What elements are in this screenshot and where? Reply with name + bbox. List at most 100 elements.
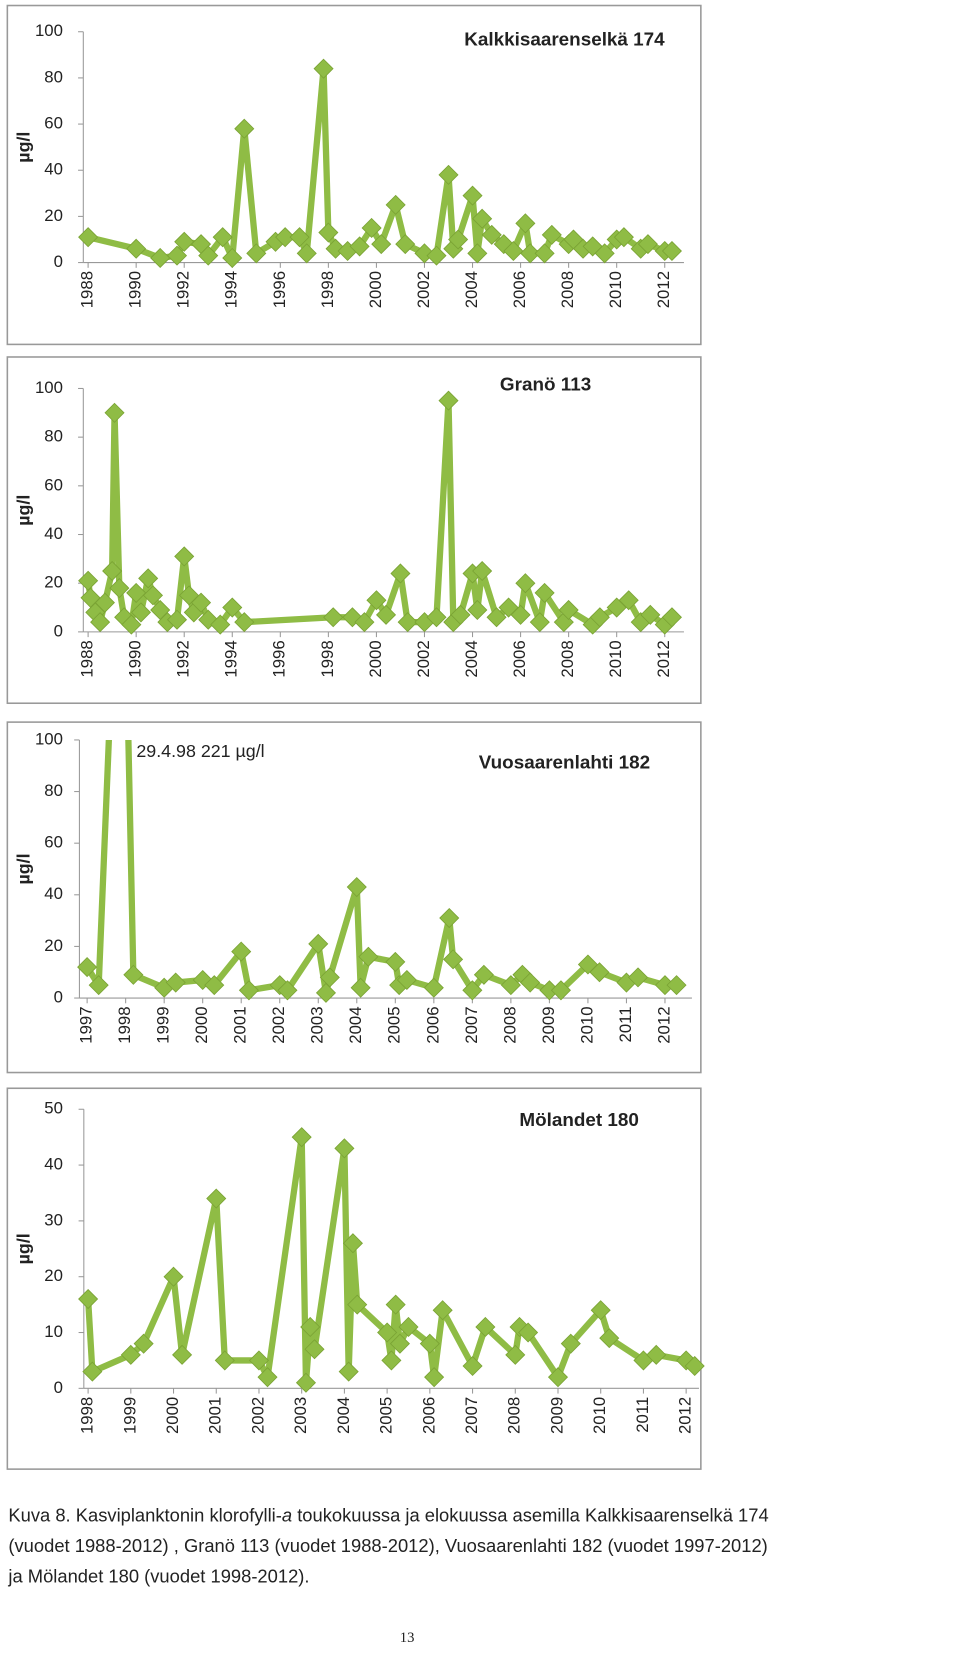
data-point xyxy=(443,949,464,970)
y-tick-label: 40 xyxy=(44,884,63,903)
data-point xyxy=(438,164,459,185)
data-point xyxy=(174,231,195,252)
data-point xyxy=(661,240,682,262)
x-tick-label: 2005 xyxy=(385,1006,404,1043)
x-tick-label: 1998 xyxy=(318,640,337,677)
x-tick-label: 1996 xyxy=(270,640,289,677)
data-point xyxy=(381,1350,402,1371)
data-point xyxy=(385,1294,406,1315)
x-tick-label: 1994 xyxy=(222,271,241,308)
data-point xyxy=(234,612,255,633)
data-point xyxy=(166,609,188,630)
plot xyxy=(78,1127,705,1393)
y-axis-label: µg/l xyxy=(13,1233,33,1264)
data-point xyxy=(684,1355,705,1377)
chart: 0 20 40 60 80 100 1997 1998 1999 2000 2001 2002 2003… xyxy=(6,721,702,1074)
y-tick-label: 0 xyxy=(54,987,63,1006)
data-point xyxy=(102,560,123,582)
y-tick-label: 40 xyxy=(44,524,63,543)
caption-line: ja Mölandet 180 (vuodet 1998-2012). xyxy=(7,1565,309,1586)
data-point xyxy=(295,1372,316,1393)
chart-title: Vuosaarenlahti 182 xyxy=(479,752,650,773)
y-tick-label: 100 xyxy=(35,729,63,748)
y-tick-label: 20 xyxy=(44,1266,63,1285)
data-point xyxy=(385,951,406,972)
data-point xyxy=(257,1367,278,1388)
data-point xyxy=(419,1333,440,1354)
data-point xyxy=(214,1350,235,1371)
data-point xyxy=(520,243,541,264)
data-point xyxy=(313,58,334,79)
data-point xyxy=(275,227,296,248)
data-point xyxy=(390,563,411,584)
data-point xyxy=(246,243,267,264)
data-point xyxy=(142,585,164,606)
y-tick-label: 100 xyxy=(35,21,63,40)
y-tick-label: 20 xyxy=(44,573,63,592)
caption-line: Kuva 8. Kasviplanktonin klorofylli-a tou… xyxy=(8,1505,768,1526)
data-point xyxy=(520,972,541,993)
caption-text: toukokuussa ja elokuussa asemilla Kalkki… xyxy=(292,1505,769,1526)
data-point xyxy=(231,941,252,962)
x-tick-label: 1999 xyxy=(120,1397,139,1434)
data-point xyxy=(78,227,99,248)
data-point xyxy=(212,227,233,248)
data-point xyxy=(123,964,144,985)
data-point xyxy=(346,877,367,898)
data-point xyxy=(204,975,225,996)
data-point xyxy=(150,247,171,268)
x-tick-label: 1992 xyxy=(174,271,193,308)
data-point xyxy=(361,217,382,238)
data-point xyxy=(371,234,392,255)
data-point xyxy=(104,402,125,423)
data-point xyxy=(395,234,416,255)
y-axis-label: µg/l xyxy=(13,853,33,884)
y-tick-label: 60 xyxy=(44,833,63,852)
data-point xyxy=(515,573,536,594)
x-tick-label: 2002 xyxy=(414,271,433,308)
y-tick-label: 80 xyxy=(44,781,63,800)
x-tick-label: 2004 xyxy=(346,1006,365,1043)
data-point xyxy=(163,1266,184,1287)
x-tick-label: 1990 xyxy=(126,640,145,677)
data-point xyxy=(238,980,259,1001)
x-tick-label: 2003 xyxy=(291,1397,310,1434)
x-tick-label: 1992 xyxy=(174,640,193,677)
data-point xyxy=(90,612,111,633)
data-point xyxy=(354,612,375,633)
data-point xyxy=(590,1300,611,1321)
data-point xyxy=(534,582,555,603)
x-tick-label: 2010 xyxy=(577,1006,596,1043)
data-point xyxy=(334,1138,355,1159)
data-point xyxy=(666,975,687,996)
caption-line: (vuodet 1988-2012) , Granö 113 (vuodet 1… xyxy=(8,1535,767,1556)
x-tick-label: 2006 xyxy=(419,1397,438,1434)
x-tick-label: 2008 xyxy=(558,640,577,677)
data-point xyxy=(308,933,329,954)
data-point xyxy=(467,243,488,264)
data-point xyxy=(661,607,682,628)
data-point xyxy=(210,614,231,635)
x-tick-label: 1999 xyxy=(154,1006,173,1043)
data-point xyxy=(640,604,661,625)
y-tick-label: 20 xyxy=(44,936,63,955)
data-point xyxy=(560,1333,581,1354)
y-tick-label: 40 xyxy=(44,160,63,179)
y-tick-label: 50 xyxy=(44,1099,63,1118)
data-point xyxy=(558,599,579,621)
data-point xyxy=(82,1361,103,1382)
data-point xyxy=(599,1328,620,1349)
x-tick-label: 2007 xyxy=(462,1006,481,1043)
data-point xyxy=(397,612,418,633)
x-tick-label: 2001 xyxy=(231,1006,250,1043)
y-tick-label: 40 xyxy=(44,1155,63,1174)
data-point xyxy=(613,227,634,248)
page-number: 13 xyxy=(400,1630,415,1646)
x-tick-label: 2008 xyxy=(500,1006,519,1043)
data-point xyxy=(77,957,98,978)
chart-frame xyxy=(6,356,702,705)
y-tick-label: 20 xyxy=(44,206,63,225)
data-point xyxy=(347,1294,368,1315)
data-point xyxy=(589,962,610,983)
